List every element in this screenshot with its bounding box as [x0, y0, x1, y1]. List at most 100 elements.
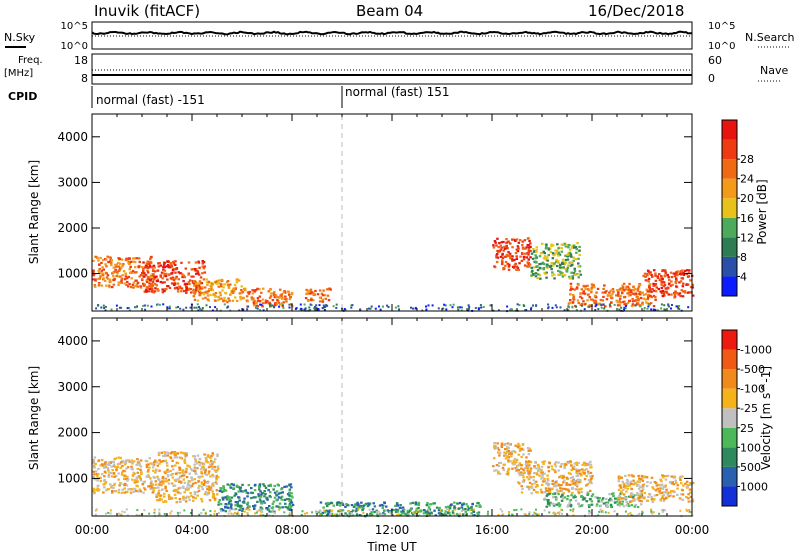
scatter-cell [574, 258, 577, 261]
scatter-cell [462, 508, 465, 511]
scatter-cell [163, 266, 166, 269]
scatter-cell [274, 293, 277, 297]
scatter-cell [178, 472, 182, 475]
scatter-cell [575, 251, 578, 254]
scatter-cell [120, 491, 124, 494]
scatter-cell [499, 244, 502, 247]
scatter-cell [157, 289, 160, 292]
scatter-cell [569, 261, 572, 264]
scatter-cell [98, 263, 101, 266]
scatter-cell [518, 304, 521, 307]
scatter-cell [228, 484, 232, 487]
scatter-cell [197, 273, 201, 276]
scatter-cell [494, 241, 497, 244]
scatter-cell [126, 475, 129, 478]
scatter-cell [235, 484, 239, 487]
scatter-cell [375, 509, 378, 512]
scatter-cell [107, 475, 110, 478]
scatter-cell [217, 282, 221, 285]
scatter-cell [410, 306, 412, 309]
scatter-cell [258, 498, 262, 501]
scatter-cell [587, 289, 591, 292]
scatter-cell [560, 243, 564, 246]
scatter-cell [561, 272, 565, 275]
freq-left-tick-bottom: 8 [81, 72, 88, 85]
scatter-cell [150, 480, 153, 483]
scatter-cell [131, 271, 134, 274]
scatter-cell [157, 262, 160, 265]
scatter-cell [183, 276, 187, 279]
scatter-cell [529, 256, 532, 259]
scatter-cell [255, 301, 258, 304]
scatter-cell [273, 306, 276, 309]
scatter-cell [153, 275, 156, 278]
scatter-cell [403, 512, 406, 515]
scatter-cell [528, 481, 532, 484]
scatter-cell [545, 489, 548, 492]
scatter-cell [122, 270, 126, 273]
scatter-cell [193, 463, 196, 466]
scatter-cell [147, 290, 151, 293]
scatter-cell [451, 306, 454, 309]
scatter-cell [665, 491, 668, 494]
scatter-cell [303, 303, 306, 306]
scatter-cell [156, 269, 160, 272]
scatter-cell [586, 299, 589, 302]
scatter-cell [675, 305, 678, 308]
scatter-cell [681, 493, 685, 496]
scatter-cell [550, 243, 553, 246]
scatter-cell [153, 508, 156, 511]
scatter-cell [525, 256, 529, 259]
scatter-cell [543, 497, 547, 500]
scatter-cell [548, 511, 551, 514]
scatter-cell [355, 509, 359, 512]
scatter-cell [167, 274, 171, 277]
scatter-cell [629, 291, 633, 294]
scatter-cell [486, 512, 489, 515]
scatter-cell [197, 475, 200, 478]
scatter-cell [545, 243, 548, 246]
scatter-cell [569, 505, 573, 508]
scatter-cell [552, 504, 556, 507]
scatter-cell [111, 286, 114, 289]
scatter-cell [624, 307, 627, 310]
cpid-label: CPID [8, 90, 37, 103]
scatter-cell [471, 509, 474, 511]
scatter-cell [521, 448, 525, 451]
scatter-cell [193, 457, 197, 460]
scatter-cell [281, 297, 284, 300]
scatter-cell [187, 261, 191, 264]
scatter-cell [561, 258, 565, 261]
colorbar-segment [722, 408, 737, 428]
scatter-cell [230, 503, 233, 506]
scatter-cell [112, 275, 115, 278]
scatter-cell [258, 300, 262, 303]
scatter-cell [151, 289, 154, 292]
scatter-cell [118, 484, 121, 487]
scatter-cell [202, 463, 206, 466]
scatter-cell [211, 461, 214, 464]
scatter-cell [308, 289, 311, 292]
x-tick-label: 00:00 [675, 523, 710, 537]
scatter-cell [139, 477, 142, 480]
scatter-cell [230, 496, 234, 499]
scatter-cell [551, 482, 554, 485]
scatter-cell [610, 499, 613, 502]
scatter-cell [252, 297, 255, 300]
scatter-cell [618, 497, 621, 500]
scatter-cell [507, 268, 511, 271]
scatter-cell [96, 475, 99, 478]
scatter-cell [213, 293, 216, 296]
scatter-cell [264, 493, 267, 496]
scatter-cell [468, 306, 471, 309]
scatter-cell [247, 508, 250, 511]
scatter-cell [506, 470, 509, 474]
scatter-cell [123, 282, 126, 285]
scatter-cell [232, 487, 235, 490]
scatter-cell [185, 476, 189, 479]
scatter-cell [162, 454, 165, 458]
scatter-cell [177, 491, 180, 494]
scatter-cell [278, 502, 282, 505]
x-tick-labels: 00:00 04:00 08:00 12:00 16:00 20:00 00:00 [75, 523, 710, 537]
scatter-cell [650, 508, 653, 511]
